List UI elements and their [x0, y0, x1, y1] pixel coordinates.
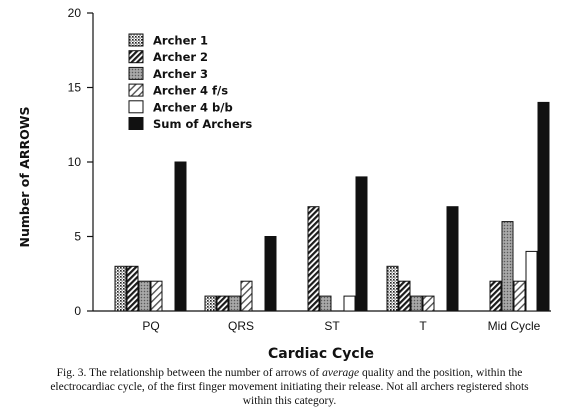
bar: [264, 236, 277, 312]
y-tick-label: 20: [68, 6, 82, 20]
bar: [114, 265, 127, 312]
bar: [216, 295, 229, 312]
legend-label: Archer 3: [153, 67, 208, 81]
y-tick-label: 10: [68, 155, 82, 169]
bar: [204, 295, 217, 312]
bar: [513, 280, 526, 312]
y-axis-title: Number of ARROWS: [17, 106, 32, 247]
bar: [174, 161, 187, 312]
x-tick-label: T: [419, 319, 427, 333]
bar: [228, 295, 241, 312]
bar: [525, 250, 538, 312]
caption-line-3: within this category.: [242, 395, 337, 407]
bar-chart: Number of ARROWS 0 5 10 15 20 PQ QRS ST T Mid Cyc…: [17, 6, 551, 362]
bar: [386, 265, 399, 312]
bar: [422, 295, 435, 312]
y-tick-label: 15: [68, 81, 82, 95]
x-tick-label: Mid Cycle: [488, 319, 541, 333]
legend-swatch: [128, 50, 144, 64]
bar: [410, 295, 423, 312]
figure-caption: Fig. 3. The relationship between the num…: [10, 366, 569, 408]
bar: [126, 265, 139, 312]
legend-swatch: [128, 83, 144, 97]
x-tick-label: ST: [324, 319, 340, 333]
y-tick-label: 0: [74, 304, 81, 318]
caption-emphasis: average: [322, 367, 360, 379]
legend-label: Archer 2: [153, 50, 208, 64]
x-axis-title: Cardiac Cycle: [268, 346, 374, 362]
bar: [355, 176, 368, 312]
bar: [501, 221, 514, 312]
legend-label: Archer 4 b/b: [153, 100, 233, 114]
caption-line-2: electrocardiac cycle, of the first finge…: [50, 381, 529, 393]
bar: [307, 206, 320, 312]
bar: [138, 280, 151, 312]
legend-label: Archer 1: [153, 34, 208, 48]
legend-label: Sum of Archers: [153, 117, 252, 131]
caption-line-1-start: Fig. 3. The relationship between the num…: [56, 367, 323, 379]
bar: [343, 295, 356, 312]
bar: [150, 280, 163, 312]
plot-area: 0 5 10 15 20 PQ QRS ST T Mid Cycle: [68, 6, 551, 333]
x-tick-label: PQ: [142, 319, 159, 333]
legend: Archer 1 Archer 2 Archer 3 Archer 4 f/s Arch…: [128, 33, 252, 131]
bar: [240, 280, 253, 312]
bar: [398, 280, 411, 312]
legend-label: Archer 4 f/s: [153, 84, 228, 98]
bar: [319, 295, 332, 312]
y-tick-label: 5: [74, 230, 81, 244]
bar: [446, 206, 459, 312]
legend-swatch: [128, 66, 144, 80]
legend-swatch: [128, 117, 144, 130]
legend-swatch: [128, 100, 144, 114]
bar: [489, 280, 502, 312]
bar: [537, 101, 550, 312]
x-tick-label: QRS: [228, 319, 254, 333]
caption-line-1-end: quality and the position, within the: [359, 367, 523, 379]
legend-swatch: [128, 33, 144, 47]
